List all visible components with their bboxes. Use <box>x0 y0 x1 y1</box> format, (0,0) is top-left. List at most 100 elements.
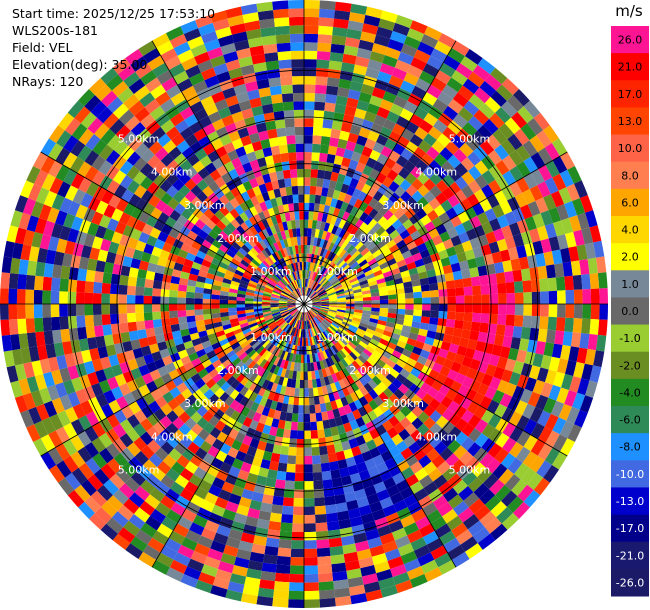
velocity-gate <box>307 311 311 320</box>
velocity-gate <box>325 162 334 172</box>
velocity-gate <box>270 302 279 304</box>
velocity-gate <box>454 372 466 385</box>
velocity-gate <box>328 310 337 315</box>
velocity-gate <box>480 352 492 364</box>
velocity-gate <box>513 501 530 519</box>
velocity-gate <box>530 152 546 169</box>
colorbar-unit: m/s <box>615 2 643 20</box>
velocity-gate <box>597 319 608 336</box>
velocity-gate <box>311 296 320 301</box>
velocity-gate <box>413 377 425 389</box>
velocity-gate <box>312 301 321 304</box>
velocity-gate <box>345 269 354 277</box>
velocity-gate <box>448 168 462 182</box>
velocity-gate <box>411 405 424 418</box>
velocity-gate <box>545 329 556 344</box>
velocity-gate <box>221 342 231 351</box>
velocity-gate <box>384 346 395 355</box>
velocity-gate <box>477 58 496 75</box>
velocity-gate <box>344 105 357 117</box>
velocity-gate <box>318 581 334 591</box>
velocity-gate <box>304 540 317 549</box>
velocity-gate <box>479 80 497 97</box>
velocity-gate <box>507 95 524 112</box>
velocity-gate <box>317 334 324 343</box>
velocity-gate <box>285 352 291 362</box>
velocity-gate <box>312 387 319 397</box>
velocity-gate <box>322 350 328 360</box>
velocity-gate <box>195 281 205 289</box>
velocity-gate <box>309 290 316 298</box>
velocity-gate <box>412 252 423 262</box>
velocity-gate <box>396 135 410 149</box>
velocity-gate <box>394 399 406 411</box>
velocity-gate <box>334 494 347 505</box>
velocity-gate <box>489 479 505 496</box>
velocity-gate <box>357 406 368 417</box>
velocity-gate <box>70 451 86 468</box>
velocity-gate <box>400 43 418 58</box>
velocity-gate <box>392 452 406 465</box>
velocity-gate <box>240 276 250 283</box>
velocity-gate <box>136 320 146 331</box>
velocity-gate <box>48 430 63 448</box>
velocity-gate <box>335 147 346 158</box>
velocity-gate <box>313 203 320 213</box>
velocity-gate <box>371 222 382 233</box>
velocity-gate <box>572 274 583 290</box>
velocity-gate <box>337 295 346 299</box>
velocity-gate <box>386 359 397 369</box>
velocity-gate <box>173 523 189 538</box>
velocity-gate <box>258 323 268 330</box>
velocity-gate <box>75 388 88 404</box>
velocity-gate <box>322 119 334 129</box>
velocity-gate <box>252 430 263 441</box>
velocity-gate <box>319 277 327 286</box>
velocity-gate <box>115 467 131 484</box>
velocity-gate <box>311 271 317 281</box>
velocity-gate <box>443 55 461 71</box>
velocity-gate <box>353 291 363 297</box>
velocity-gate <box>517 106 534 124</box>
velocity-gate <box>317 324 324 333</box>
velocity-gate <box>334 316 344 322</box>
velocity-gate <box>154 358 166 370</box>
velocity-gate <box>307 288 311 297</box>
velocity-gate <box>477 331 488 343</box>
velocity-gate <box>481 373 494 387</box>
velocity-gate <box>341 157 351 168</box>
velocity-gate <box>354 540 370 552</box>
velocity-gate <box>438 112 453 127</box>
velocity-gate <box>378 391 389 403</box>
velocity-gate <box>495 272 506 284</box>
velocity-gate <box>190 550 208 565</box>
velocity-gate <box>327 313 336 318</box>
velocity-gate <box>437 281 447 290</box>
velocity-gate <box>257 321 267 327</box>
velocity-gate <box>338 369 347 380</box>
velocity-gate <box>31 231 43 248</box>
velocity-gate <box>338 78 352 90</box>
velocity-gate <box>367 187 378 198</box>
velocity-gate <box>516 349 527 363</box>
velocity-gate <box>435 415 449 429</box>
velocity-gate <box>453 243 465 255</box>
velocity-gate <box>300 363 304 372</box>
velocity-gate <box>231 276 241 284</box>
velocity-gate <box>461 356 473 368</box>
velocity-gate <box>331 234 339 244</box>
velocity-gate <box>327 375 335 385</box>
velocity-gate <box>528 228 541 243</box>
velocity-gate <box>502 170 517 186</box>
velocity-gate <box>333 155 344 166</box>
velocity-gate <box>197 535 214 549</box>
velocity-gate <box>187 383 199 395</box>
velocity-gate <box>309 279 314 289</box>
velocity-gate <box>270 306 279 310</box>
velocity-gate <box>331 345 339 354</box>
velocity-gate <box>548 356 561 372</box>
velocity-gate <box>455 529 473 545</box>
velocity-gate <box>40 451 57 470</box>
velocity-gate <box>229 318 239 324</box>
velocity-gate <box>465 136 480 152</box>
